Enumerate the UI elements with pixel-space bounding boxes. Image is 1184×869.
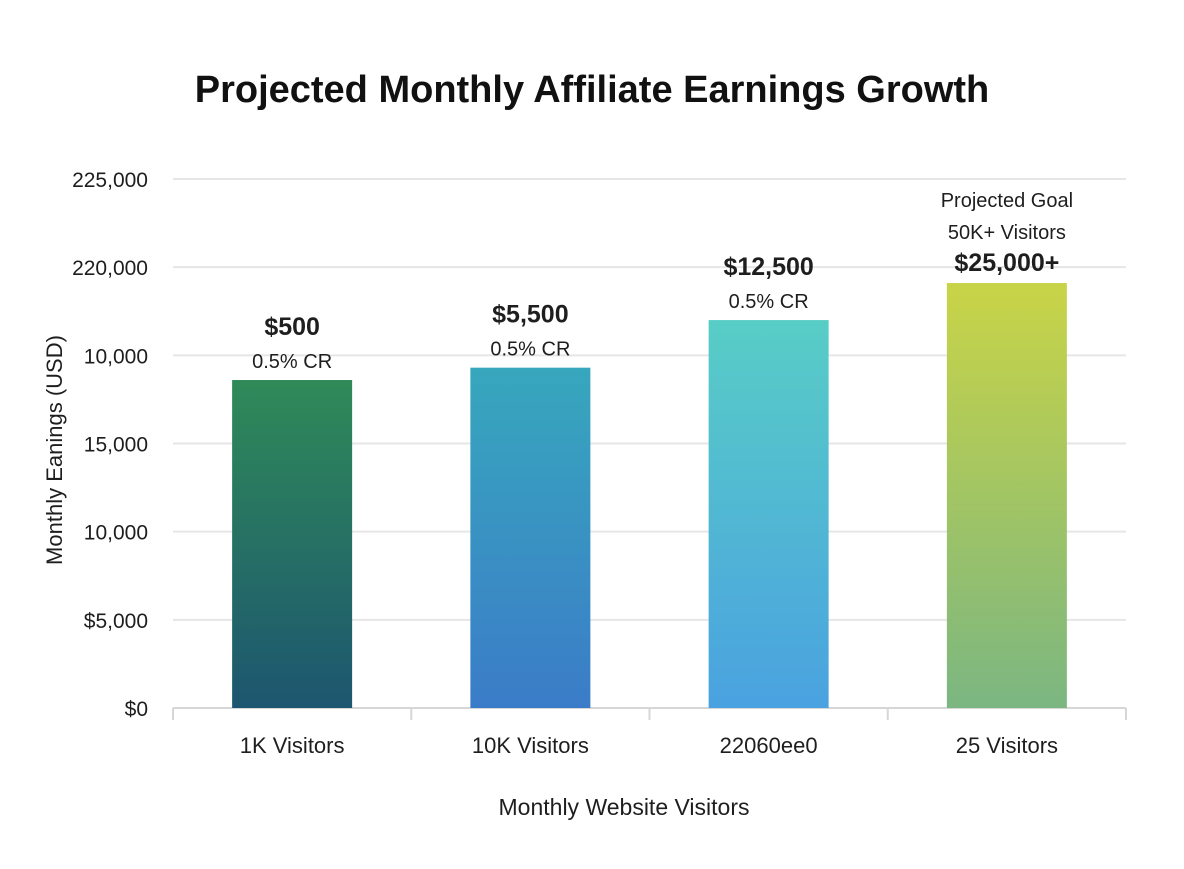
- bar: [470, 367, 591, 708]
- y-tick-label: 10,000: [84, 522, 148, 545]
- x-tick-label: 10K Visitors: [472, 733, 589, 758]
- y-tick-label: 220,000: [72, 257, 148, 280]
- bar-data-label: 0.5% CR: [729, 291, 809, 313]
- bar-data-label: 50K+ Visitors: [948, 222, 1066, 244]
- bar-data-label: Projected Goal: [941, 190, 1073, 212]
- y-axis-label: Monthly Eanings (USD): [42, 335, 67, 565]
- y-tick-label: $0: [125, 698, 148, 721]
- y-tick-label: 225,000: [72, 169, 148, 192]
- bar: [946, 283, 1067, 708]
- bar-data-label: $12,500: [723, 253, 813, 281]
- bar-data-label: $25,000+: [954, 249, 1059, 277]
- y-tick-label: 10,000: [84, 345, 148, 368]
- x-tick-label: 1K Visitors: [240, 733, 345, 758]
- x-tick-label: 22060ee0: [720, 733, 818, 758]
- bar-data-label: $5,500: [492, 301, 568, 329]
- x-axis-label: Monthly Website Visitors: [499, 794, 750, 820]
- y-tick-label: $5,000: [84, 610, 148, 633]
- bars: $500 0.5% CR $5,500 0.5% CR $12,500 0.5% CR Pr…: [232, 190, 1073, 708]
- x-axis: 1K Visitors 10K Visitors 22060ee0 25 Visito…: [172, 708, 1127, 758]
- bar: [708, 320, 829, 708]
- bar-data-label: 0.5% CR: [490, 339, 570, 361]
- chart-title: Projected Monthly Affiliate Earnings Gro…: [195, 69, 990, 111]
- bar-data-label: $500: [264, 313, 320, 341]
- y-axis-ticks: $0 $5,000 10,000 15,000 10,000 220,000 225,000: [72, 169, 148, 721]
- bar-data-label: 0.5% CR: [252, 351, 332, 373]
- bar: [232, 380, 353, 708]
- y-tick-label: 15,000: [84, 434, 148, 457]
- x-tick-label: 25 Visitors: [956, 733, 1058, 758]
